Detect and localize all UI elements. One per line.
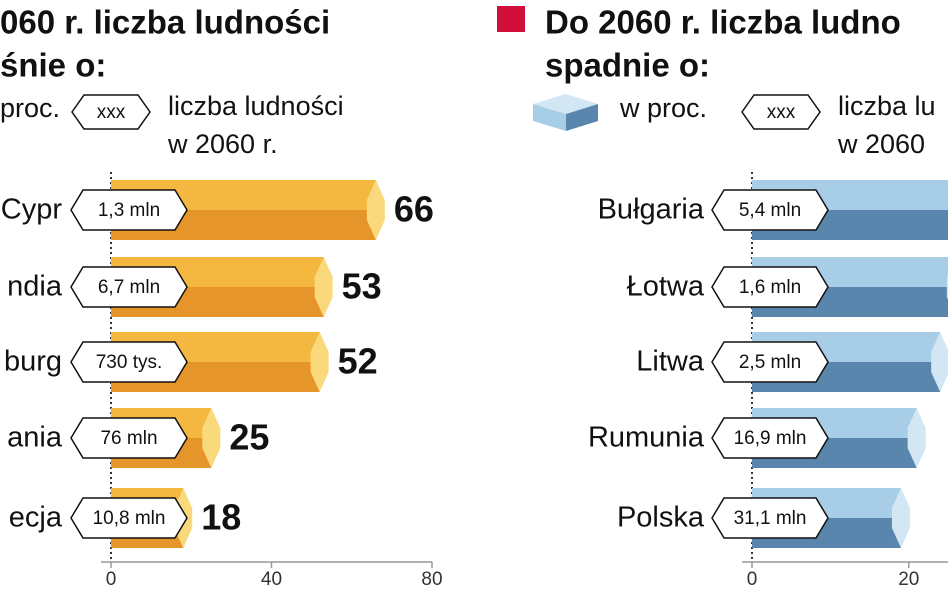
population-box	[70, 266, 188, 308]
legend-text: w 2060	[837, 129, 925, 159]
population-label: 76 mln	[100, 428, 157, 449]
bar	[752, 408, 926, 468]
population-box	[70, 497, 188, 539]
category-label: Bułgaria	[598, 194, 705, 226]
category-label: ania	[7, 422, 63, 454]
chart-title: Do 2060 r. liczba ludno	[545, 4, 901, 41]
population-label: 31,1 mln	[734, 508, 807, 529]
population-label: 1,6 mln	[739, 277, 801, 298]
category-label: Cypr	[1, 194, 63, 226]
legend-text: w 2060 r.	[167, 129, 278, 159]
bar-cap	[202, 408, 221, 468]
bar-cap	[314, 257, 333, 317]
bar-cap	[931, 332, 948, 392]
legend-marker	[71, 94, 151, 130]
category-label: ecja	[9, 502, 63, 534]
category-label: Litwa	[636, 346, 705, 378]
bar-cap	[366, 180, 385, 240]
legend-unit: w proc.	[619, 93, 707, 123]
value-label: 66	[394, 189, 434, 230]
x-tick-label: 0	[747, 569, 758, 590]
population-box	[711, 497, 829, 539]
x-tick-label: 80	[421, 569, 442, 590]
chart-title: śnie o:	[0, 47, 106, 84]
bar-cap	[891, 488, 910, 548]
population-box	[711, 341, 829, 383]
value-label: 53	[342, 266, 382, 307]
legend-unit: proc.	[0, 93, 60, 123]
legend-icon	[533, 94, 598, 131]
x-tick-label: 20	[898, 569, 919, 590]
legend-text: liczba ludności	[168, 91, 344, 121]
chart: 060 r. liczba ludności śnie o: proc. xxx lic…	[0, 4, 443, 590]
legend-marker-text: xxx	[97, 102, 126, 123]
title-marker	[497, 6, 525, 32]
category-label: ndia	[7, 271, 63, 303]
chart-title: 060 r. liczba ludności	[0, 4, 330, 41]
chart: Do 2060 r. liczba ludno spadnie o: w proc.…	[545, 4, 948, 590]
bar-cap	[907, 408, 926, 468]
population-label: 2,5 mln	[739, 352, 801, 373]
population-label: 1,3 mln	[98, 200, 160, 221]
chart-title: spadnie o:	[545, 47, 710, 84]
value-label: 18	[201, 497, 241, 538]
bar-cap	[310, 332, 329, 392]
category-label: Rumunia	[588, 422, 705, 454]
population-box	[711, 189, 829, 231]
population-label: 10,8 mln	[93, 508, 166, 529]
population-label: 730 tys.	[96, 352, 163, 373]
x-tick-label: 40	[261, 569, 282, 590]
population-box	[70, 341, 188, 383]
legend-marker-text: xxx	[767, 102, 796, 123]
population-label: 6,7 mln	[98, 277, 160, 298]
category-label: Polska	[617, 502, 705, 534]
population-box	[711, 266, 829, 308]
legend-text: liczba lu	[838, 91, 936, 121]
x-tick-label: 0	[106, 569, 117, 590]
population-box	[70, 417, 188, 459]
legend-marker	[741, 94, 821, 130]
value-label: 52	[338, 341, 378, 382]
population-box	[711, 417, 829, 459]
category-label: Łotwa	[627, 271, 705, 303]
population-label: 5,4 mln	[739, 200, 801, 221]
charts: 060 r. liczba ludności śnie o: proc. xxx lic…	[0, 4, 948, 590]
category-label: burg	[4, 346, 62, 378]
population-box	[70, 189, 188, 231]
population-label: 16,9 mln	[734, 428, 807, 449]
value-label: 25	[229, 417, 269, 458]
